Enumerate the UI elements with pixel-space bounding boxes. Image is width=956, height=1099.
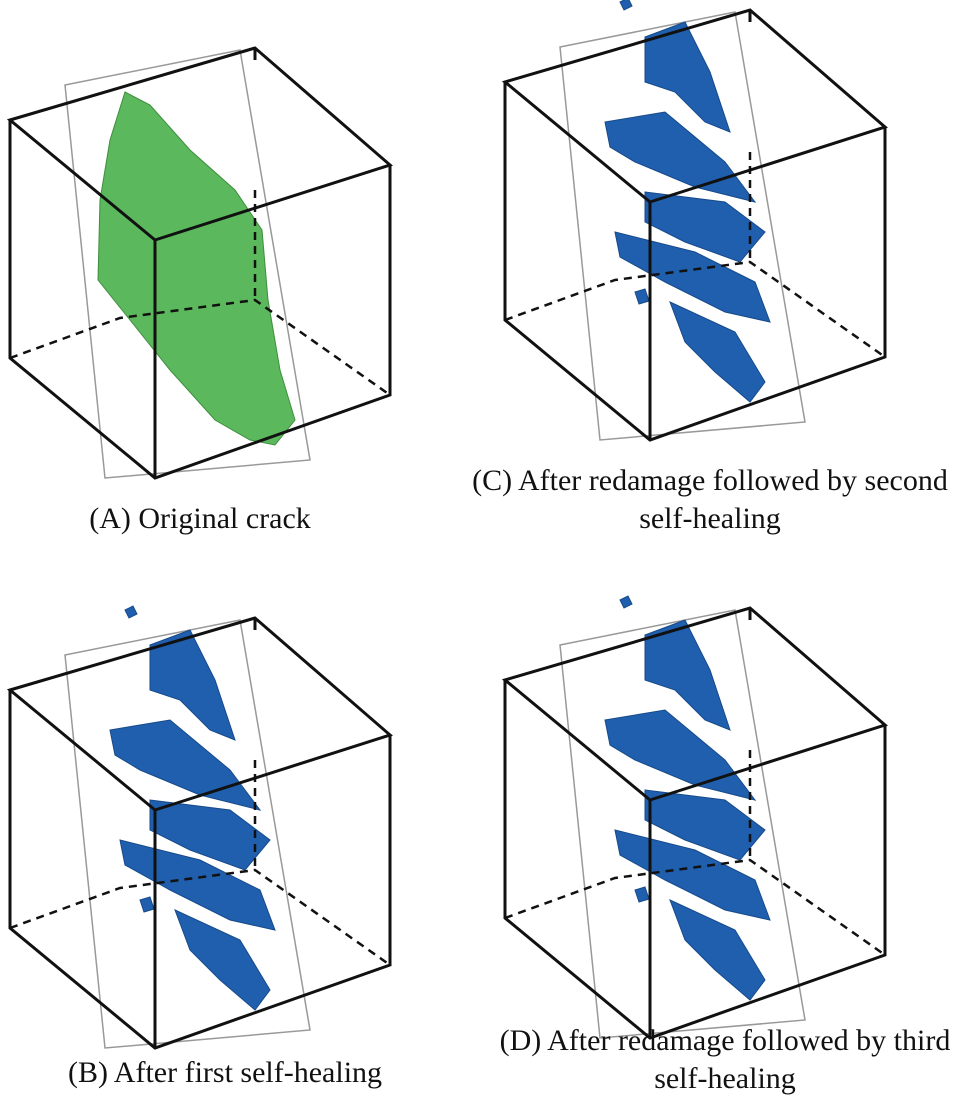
caption: (D) After redamage followed by third (500, 1024, 951, 1057)
caption: (A) Original crack (89, 502, 311, 535)
caption: self-healing (654, 1062, 796, 1095)
panel-c: (C) After redamage followed by second se… (472, 0, 948, 535)
caption: (C) After redamage followed by second (472, 464, 948, 497)
caption: self-healing (639, 502, 781, 535)
panel-a: (A) Original crack (10, 48, 390, 535)
caption: (B) After first self-healing (68, 1056, 382, 1089)
panel-d: (D) After redamage followed by third sel… (500, 596, 951, 1095)
panel-b: (B) After first self-healing (10, 606, 390, 1089)
figure: (A) Original crack (C) After redamage fo… (0, 0, 956, 1099)
crack (98, 92, 295, 445)
